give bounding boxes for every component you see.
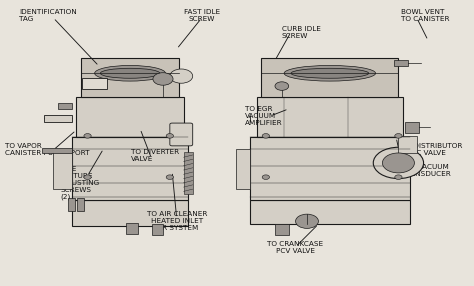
- Circle shape: [374, 147, 424, 178]
- Circle shape: [170, 69, 193, 83]
- FancyBboxPatch shape: [250, 137, 410, 200]
- Text: IDENTIFICATION
TAG: IDENTIFICATION TAG: [19, 9, 77, 22]
- Bar: [77, 198, 84, 211]
- Bar: [275, 224, 289, 235]
- Bar: [82, 78, 107, 89]
- Circle shape: [84, 175, 91, 179]
- FancyBboxPatch shape: [72, 200, 188, 226]
- Ellipse shape: [95, 65, 165, 81]
- Bar: [44, 114, 72, 122]
- FancyBboxPatch shape: [250, 200, 410, 224]
- Circle shape: [166, 175, 173, 179]
- FancyBboxPatch shape: [76, 98, 183, 137]
- Ellipse shape: [100, 68, 160, 78]
- Text: TO EGR
VACUUM
AMPLIFIER: TO EGR VACUUM AMPLIFIER: [245, 106, 283, 126]
- FancyBboxPatch shape: [72, 137, 188, 200]
- Ellipse shape: [284, 65, 375, 81]
- Bar: [399, 136, 417, 153]
- FancyBboxPatch shape: [257, 98, 403, 137]
- Circle shape: [383, 153, 414, 173]
- Text: TO CRANKCASE
PCV VALVE: TO CRANKCASE PCV VALVE: [267, 241, 324, 254]
- Text: IDLE
MIXTURE
ADJUSTING
SCREWS
(2): IDLE MIXTURE ADJUSTING SCREWS (2): [60, 166, 100, 200]
- Text: TO AIR CLEANER
HEATED INLET
AIR SYSTEM: TO AIR CLEANER HEATED INLET AIR SYSTEM: [146, 211, 207, 231]
- Bar: [405, 122, 419, 133]
- Bar: [236, 149, 250, 188]
- Bar: [53, 152, 72, 188]
- Circle shape: [296, 214, 319, 229]
- Circle shape: [275, 82, 289, 90]
- Ellipse shape: [291, 68, 369, 78]
- FancyBboxPatch shape: [81, 57, 179, 98]
- Text: TO VAPOR
CANISTER PURGE PORT: TO VAPOR CANISTER PURGE PORT: [5, 143, 90, 156]
- Circle shape: [153, 73, 173, 85]
- Text: TO DIVERTER
VALVE: TO DIVERTER VALVE: [131, 149, 179, 162]
- Bar: [58, 103, 72, 109]
- Circle shape: [262, 134, 270, 138]
- Circle shape: [262, 175, 270, 179]
- Circle shape: [395, 134, 402, 138]
- Bar: [152, 224, 163, 235]
- Circle shape: [395, 175, 402, 179]
- Bar: [394, 60, 408, 66]
- Text: CURB IDLE
SCREW: CURB IDLE SCREW: [282, 26, 321, 39]
- Bar: [42, 148, 72, 153]
- Bar: [127, 223, 138, 234]
- Bar: [68, 198, 75, 211]
- Text: TO DISTRIBUTOR
OSAC VALVE
OR
ESA VACUUM
TRANSDUCER: TO DISTRIBUTOR OSAC VALVE OR ESA VACUUM …: [401, 143, 462, 177]
- Circle shape: [84, 134, 91, 138]
- Text: FAST IDLE
SCREW: FAST IDLE SCREW: [184, 9, 220, 22]
- FancyBboxPatch shape: [170, 123, 193, 146]
- Circle shape: [166, 134, 173, 138]
- FancyBboxPatch shape: [261, 57, 399, 98]
- Text: BOWL VENT
TO CANISTER: BOWL VENT TO CANISTER: [401, 9, 449, 22]
- Bar: [183, 152, 193, 194]
